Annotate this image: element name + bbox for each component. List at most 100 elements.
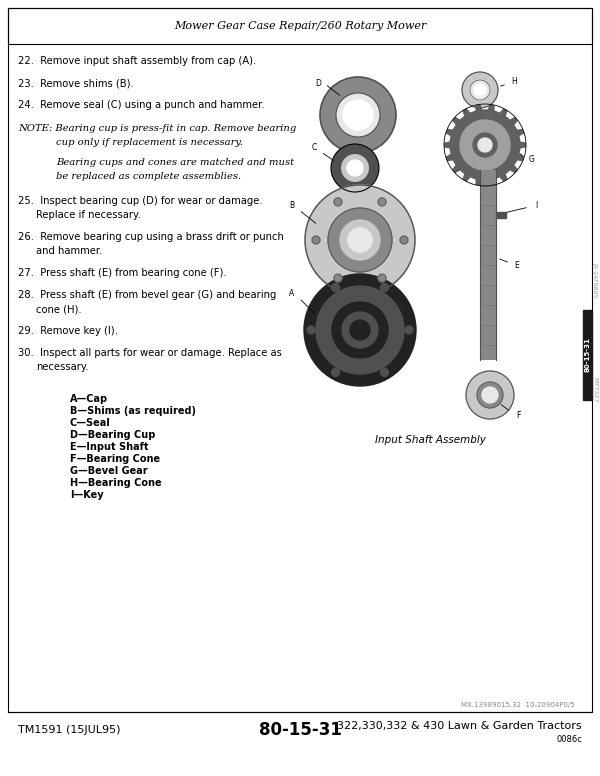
Circle shape bbox=[305, 185, 415, 295]
Circle shape bbox=[525, 153, 539, 167]
Text: C—Seal: C—Seal bbox=[70, 418, 111, 428]
Text: B: B bbox=[289, 200, 295, 210]
Circle shape bbox=[332, 302, 388, 358]
Text: JX-24FS895: JX-24FS895 bbox=[593, 262, 598, 298]
Text: Replace if necessary.: Replace if necessary. bbox=[36, 210, 141, 220]
Text: 29.  Remove key (I).: 29. Remove key (I). bbox=[18, 326, 118, 336]
Text: necessary.: necessary. bbox=[36, 362, 89, 372]
Circle shape bbox=[341, 154, 369, 182]
Text: 322,330,332 & 430 Lawn & Garden Tractors: 322,330,332 & 430 Lawn & Garden Tractors bbox=[337, 721, 582, 731]
Circle shape bbox=[331, 283, 340, 292]
Circle shape bbox=[474, 84, 486, 96]
Polygon shape bbox=[508, 116, 518, 127]
Polygon shape bbox=[514, 152, 524, 161]
Circle shape bbox=[460, 120, 510, 170]
Circle shape bbox=[331, 369, 340, 376]
Circle shape bbox=[470, 80, 490, 100]
Text: 80-15-31: 80-15-31 bbox=[584, 338, 590, 372]
Circle shape bbox=[285, 198, 299, 212]
Circle shape bbox=[378, 274, 386, 282]
Circle shape bbox=[334, 198, 342, 206]
Bar bbox=[583, 310, 592, 400]
Text: TM1591 (15JUL95): TM1591 (15JUL95) bbox=[18, 725, 121, 735]
Text: 80-15-31: 80-15-31 bbox=[259, 721, 341, 739]
Text: C: C bbox=[311, 144, 317, 153]
Polygon shape bbox=[446, 129, 455, 137]
Text: 23.  Remove shims (B).: 23. Remove shims (B). bbox=[18, 78, 134, 88]
Polygon shape bbox=[463, 109, 472, 119]
Circle shape bbox=[511, 408, 525, 422]
Circle shape bbox=[510, 258, 524, 272]
Circle shape bbox=[348, 228, 372, 252]
Circle shape bbox=[507, 75, 521, 89]
Polygon shape bbox=[514, 129, 524, 137]
Circle shape bbox=[316, 286, 404, 374]
Polygon shape bbox=[452, 163, 463, 173]
Circle shape bbox=[307, 141, 321, 155]
Circle shape bbox=[328, 208, 392, 272]
Polygon shape bbox=[487, 177, 494, 185]
Text: F: F bbox=[516, 411, 520, 420]
Polygon shape bbox=[452, 116, 463, 127]
Text: 25.  Inspect bearing cup (D) for wear or damage.: 25. Inspect bearing cup (D) for wear or … bbox=[18, 196, 263, 206]
FancyBboxPatch shape bbox=[480, 170, 496, 360]
Text: D: D bbox=[315, 79, 321, 88]
Circle shape bbox=[378, 198, 386, 206]
Circle shape bbox=[478, 138, 492, 152]
Text: 27.  Press shaft (E) from bearing cone (F).: 27. Press shaft (E) from bearing cone (F… bbox=[18, 268, 227, 278]
Text: cup only if replacement is necessary.: cup only if replacement is necessary. bbox=[56, 138, 243, 147]
Circle shape bbox=[405, 326, 413, 334]
Bar bbox=[496, 212, 506, 218]
Polygon shape bbox=[487, 104, 494, 113]
Circle shape bbox=[343, 100, 373, 130]
Circle shape bbox=[450, 110, 520, 180]
Text: I—Key: I—Key bbox=[70, 490, 104, 500]
Text: A—Cap: A—Cap bbox=[70, 394, 108, 404]
Text: M77327: M77327 bbox=[593, 377, 598, 403]
Text: B—Shims (as required): B—Shims (as required) bbox=[70, 406, 196, 416]
Text: cone (H).: cone (H). bbox=[36, 304, 82, 314]
Polygon shape bbox=[508, 163, 518, 173]
Text: 0086c: 0086c bbox=[556, 736, 582, 744]
Text: and hammer.: and hammer. bbox=[36, 246, 103, 256]
Text: G—Bevel Gear: G—Bevel Gear bbox=[70, 466, 148, 476]
Circle shape bbox=[347, 160, 363, 176]
Polygon shape bbox=[518, 141, 526, 149]
Text: NOTE: Bearing cup is press-fit in cap. Remove bearing: NOTE: Bearing cup is press-fit in cap. R… bbox=[18, 124, 296, 133]
Polygon shape bbox=[475, 177, 483, 185]
Text: H—Bearing Cone: H—Bearing Cone bbox=[70, 478, 161, 488]
Text: 24.  Remove seal (C) using a punch and hammer.: 24. Remove seal (C) using a punch and ha… bbox=[18, 100, 265, 110]
Circle shape bbox=[320, 77, 396, 153]
Text: MX.13989015.32  10-20904P0/5: MX.13989015.32 10-20904P0/5 bbox=[461, 702, 575, 708]
Polygon shape bbox=[446, 152, 455, 161]
Circle shape bbox=[380, 283, 389, 292]
Text: 30.  Inspect all parts for wear or damage. Replace as: 30. Inspect all parts for wear or damage… bbox=[18, 348, 282, 358]
Circle shape bbox=[334, 274, 342, 282]
Circle shape bbox=[473, 133, 497, 157]
Text: D—Bearing Cup: D—Bearing Cup bbox=[70, 430, 155, 440]
Text: Input Shaft Assembly: Input Shaft Assembly bbox=[374, 435, 485, 445]
Text: A: A bbox=[289, 289, 295, 297]
Text: 28.  Press shaft (E) from bevel gear (G) and bearing: 28. Press shaft (E) from bevel gear (G) … bbox=[18, 290, 277, 300]
Bar bbox=[8, 8, 592, 44]
Circle shape bbox=[462, 72, 498, 108]
Text: E—Input Shaft: E—Input Shaft bbox=[70, 442, 149, 452]
Circle shape bbox=[380, 369, 389, 376]
Circle shape bbox=[400, 236, 408, 244]
Circle shape bbox=[307, 326, 315, 334]
Circle shape bbox=[336, 93, 380, 137]
Circle shape bbox=[304, 274, 416, 386]
Text: 22.  Remove input shaft assembly from cap (A).: 22. Remove input shaft assembly from cap… bbox=[18, 56, 256, 66]
Circle shape bbox=[477, 382, 503, 408]
Text: 26.  Remove bearing cup using a brass drift or punch: 26. Remove bearing cup using a brass dri… bbox=[18, 232, 284, 242]
Circle shape bbox=[482, 387, 498, 403]
Text: Mower Gear Case Repair/260 Rotary Mower: Mower Gear Case Repair/260 Rotary Mower bbox=[174, 21, 426, 31]
Polygon shape bbox=[498, 109, 508, 119]
Circle shape bbox=[340, 220, 380, 260]
Circle shape bbox=[342, 312, 378, 348]
Polygon shape bbox=[498, 171, 508, 182]
Text: I: I bbox=[535, 200, 537, 210]
Circle shape bbox=[285, 286, 299, 300]
Polygon shape bbox=[463, 171, 472, 182]
Text: H: H bbox=[511, 78, 517, 86]
